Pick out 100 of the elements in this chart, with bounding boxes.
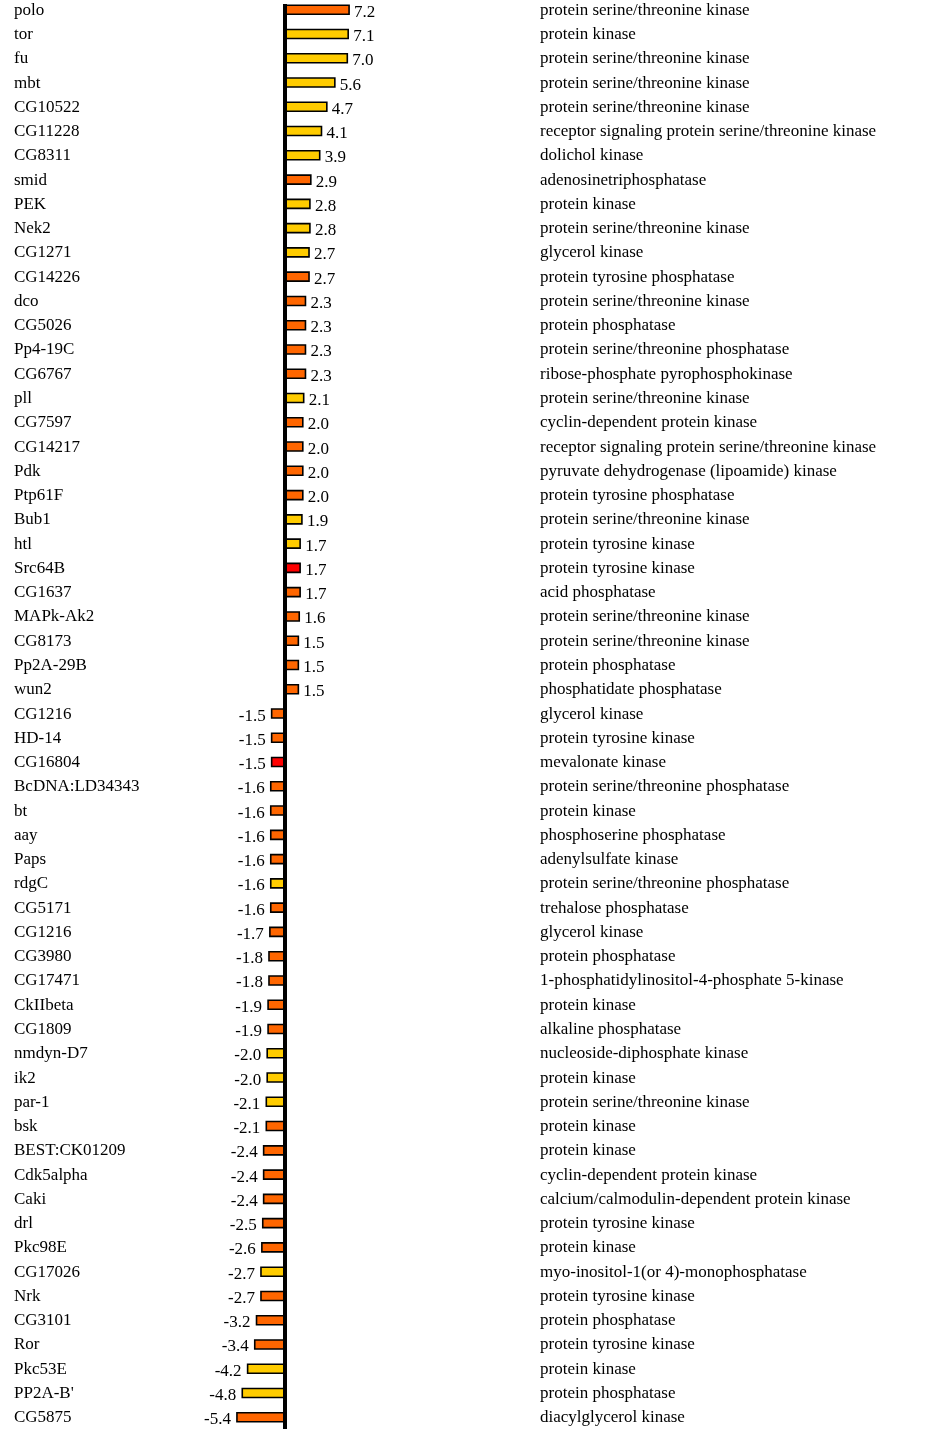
data-label: 1.5 bbox=[303, 681, 325, 701]
y-tick-label: Pdk bbox=[14, 460, 41, 480]
bar bbox=[284, 28, 349, 40]
text: calcium/calmodulin-dependent protein kinase bbox=[540, 1188, 851, 1208]
data-label: 2.8 bbox=[314, 220, 337, 240]
data-label: 4.7 bbox=[331, 98, 354, 118]
data-label: 2.0 bbox=[307, 414, 330, 434]
data-label: -2.4 bbox=[230, 1166, 259, 1186]
text: protein serine/threonine phosphatase bbox=[540, 339, 790, 359]
data-label: -5.4 bbox=[204, 1409, 232, 1429]
bar bbox=[253, 1339, 286, 1350]
text: protein serine/threonine kinase bbox=[540, 72, 750, 92]
text: mevalonate kinase bbox=[540, 752, 667, 772]
data-label: 2.7 bbox=[314, 244, 336, 264]
y-tick-label: Pp2A-29B bbox=[14, 654, 87, 674]
bar bbox=[284, 77, 336, 88]
y-tick-label: Ptp61F bbox=[14, 485, 64, 505]
text: acid phosphatase bbox=[540, 582, 656, 602]
text: protein tyrosine kinase bbox=[540, 1213, 695, 1233]
data-label: -1.7 bbox=[236, 923, 265, 943]
bar bbox=[265, 1096, 286, 1108]
text: protein serine/threonine kinase bbox=[540, 388, 750, 408]
data-label: 1.9 bbox=[306, 511, 329, 531]
bar bbox=[284, 514, 303, 525]
data-label: 1.7 bbox=[305, 559, 327, 579]
text: protein serine/threonine kinase bbox=[540, 96, 750, 116]
y-tick-label: MAPk-Ak2 bbox=[14, 606, 95, 626]
text: protein kinase bbox=[540, 1358, 636, 1378]
text: protein serine/threonine kinase bbox=[540, 606, 750, 626]
data-label: -1.5 bbox=[238, 754, 266, 774]
text: protein serine/threonine phosphatase bbox=[540, 776, 790, 796]
data-label: 2.3 bbox=[310, 341, 332, 361]
text: protein tyrosine kinase bbox=[540, 1334, 695, 1354]
data-label: 1.5 bbox=[303, 632, 325, 652]
data-label: -3.2 bbox=[223, 1312, 251, 1332]
y-tick-label: CG7597 bbox=[14, 412, 73, 432]
bar bbox=[269, 805, 286, 816]
bar bbox=[266, 1072, 286, 1083]
data-label: -1.6 bbox=[237, 899, 265, 919]
bar bbox=[266, 1047, 286, 1059]
text: protein phosphatase bbox=[540, 654, 676, 674]
y-tick-label: bt bbox=[14, 800, 28, 820]
bar bbox=[284, 247, 310, 258]
text: ribose-phosphate pyrophosphokinase bbox=[540, 363, 793, 383]
bar bbox=[262, 1145, 286, 1156]
y-tick-label: dco bbox=[14, 290, 39, 310]
bar bbox=[284, 319, 307, 331]
y-tick-label: par-1 bbox=[14, 1091, 50, 1111]
bar bbox=[284, 4, 350, 16]
bar bbox=[284, 125, 323, 137]
text: protein serine/threonine kinase bbox=[540, 48, 750, 68]
y-tick-label: Bub1 bbox=[14, 509, 51, 529]
y-tick-label: Nek2 bbox=[14, 218, 51, 238]
text: protein serine/threonine phosphatase bbox=[540, 873, 790, 893]
y-tick-label: rdgC bbox=[14, 873, 48, 893]
bar bbox=[269, 781, 286, 792]
bar bbox=[284, 101, 328, 113]
y-tick-label: bsk bbox=[14, 1116, 39, 1136]
data-label: -4.8 bbox=[209, 1385, 237, 1405]
data-label: 2.7 bbox=[314, 268, 336, 288]
y-tick-label: fu bbox=[14, 48, 29, 68]
data-label: 3.9 bbox=[324, 147, 346, 167]
y-tick-label: CG1216 bbox=[14, 703, 72, 723]
data-label: -3.4 bbox=[221, 1336, 250, 1356]
y-tick-label: Pkc53E bbox=[14, 1358, 67, 1378]
bar bbox=[284, 52, 349, 64]
y-tick-label: BEST:CK01209 bbox=[14, 1140, 126, 1160]
data-label: -2.5 bbox=[229, 1215, 257, 1235]
bar bbox=[268, 975, 286, 986]
text: protein kinase bbox=[540, 193, 636, 213]
data-label: -2.1 bbox=[233, 1093, 261, 1113]
data-label: -1.8 bbox=[236, 948, 263, 968]
text: receptor signaling protein serine/threonine kinase bbox=[540, 436, 877, 456]
text: protein tyrosine kinase bbox=[540, 557, 695, 577]
data-label: -1.5 bbox=[238, 705, 266, 725]
y-tick-label: CG17471 bbox=[14, 970, 81, 990]
y-tick-label: aay bbox=[14, 824, 39, 844]
data-label: -2.7 bbox=[228, 1287, 256, 1307]
text: adenosinetriphosphatase bbox=[540, 169, 707, 189]
text: protein kinase bbox=[540, 1140, 636, 1160]
y-tick-label: mbt bbox=[14, 72, 41, 92]
data-label: 2.0 bbox=[307, 462, 330, 482]
y-tick-label: polo bbox=[14, 0, 45, 19]
y-tick-label: Pkc98E bbox=[14, 1237, 67, 1257]
text: protein phosphatase bbox=[540, 1383, 676, 1403]
y-tick-label: CkIIbeta bbox=[14, 994, 74, 1014]
bar bbox=[284, 611, 301, 622]
bar bbox=[236, 1411, 286, 1423]
y-tick-label: pll bbox=[14, 388, 33, 408]
bar bbox=[270, 732, 286, 744]
bar bbox=[241, 1387, 286, 1399]
y-tick-label: PEK bbox=[14, 193, 47, 213]
text: cyclin-dependent protein kinase bbox=[540, 412, 758, 432]
text: protein phosphatase bbox=[540, 1310, 676, 1330]
y-tick-label: htl bbox=[14, 533, 33, 553]
y-tick-label: HD-14 bbox=[14, 727, 62, 747]
text: protein serine/threonine kinase bbox=[540, 630, 750, 650]
data-label: -4.2 bbox=[214, 1360, 242, 1380]
text: protein kinase bbox=[540, 23, 636, 43]
y-tick-label: CG3980 bbox=[14, 946, 72, 966]
